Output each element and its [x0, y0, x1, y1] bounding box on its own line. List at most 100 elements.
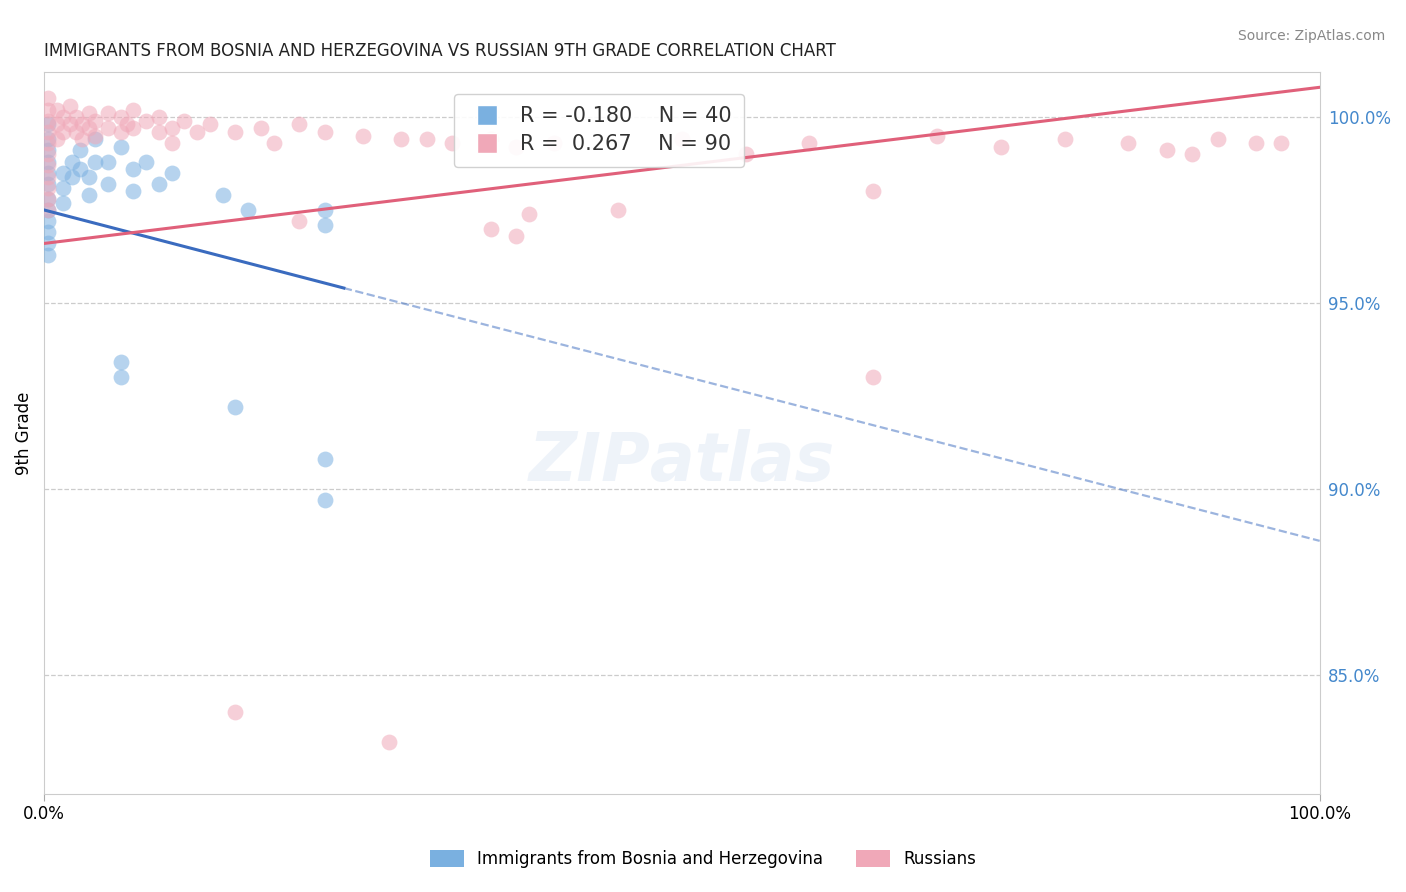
Point	[122, 121, 145, 136]
Point	[1270, 136, 1292, 150]
Point	[198, 118, 221, 132]
Point	[37, 154, 59, 169]
Point	[77, 106, 100, 120]
Text: IMMIGRANTS FROM BOSNIA AND HERZEGOVINA VS RUSSIAN 9TH GRADE CORRELATION CHART: IMMIGRANTS FROM BOSNIA AND HERZEGOVINA V…	[44, 42, 837, 60]
Point	[1206, 132, 1229, 146]
Point	[110, 355, 132, 369]
Point	[1053, 132, 1076, 146]
Point	[314, 493, 336, 508]
Point	[52, 110, 75, 124]
Point	[543, 136, 565, 150]
Point	[52, 195, 75, 210]
Point	[77, 188, 100, 202]
Point	[389, 132, 412, 146]
Point	[110, 125, 132, 139]
Point	[224, 125, 246, 139]
Point	[148, 125, 170, 139]
Point	[224, 705, 246, 719]
Point	[186, 125, 208, 139]
Point	[314, 218, 336, 232]
Point	[1181, 147, 1204, 161]
Point	[37, 247, 59, 261]
Point	[77, 121, 100, 136]
Point	[862, 185, 884, 199]
Point	[97, 106, 120, 120]
Point	[734, 147, 756, 161]
Point	[37, 202, 59, 217]
Point	[37, 136, 59, 150]
Point	[59, 99, 82, 113]
Point	[37, 132, 59, 146]
Point	[97, 154, 120, 169]
Point	[37, 91, 59, 105]
Point	[314, 125, 336, 139]
Point	[37, 166, 59, 180]
Point	[135, 113, 157, 128]
Point	[65, 110, 87, 124]
Point	[122, 185, 145, 199]
Point	[72, 118, 94, 132]
Y-axis label: 9th Grade: 9th Grade	[15, 392, 32, 475]
Point	[441, 136, 464, 150]
Point	[250, 121, 273, 136]
Point	[148, 177, 170, 191]
Point	[479, 221, 502, 235]
Point	[160, 136, 183, 150]
Point	[37, 147, 59, 161]
Point	[173, 113, 195, 128]
Point	[37, 202, 59, 217]
Point	[37, 169, 59, 184]
Point	[84, 154, 107, 169]
Point	[160, 166, 183, 180]
Point	[37, 103, 59, 117]
Point	[84, 132, 107, 146]
Legend: Immigrants from Bosnia and Herzegovina, Russians: Immigrants from Bosnia and Herzegovina, …	[423, 843, 983, 875]
Point	[505, 140, 527, 154]
Point	[122, 103, 145, 117]
Point	[799, 136, 821, 150]
Point	[671, 132, 693, 146]
Point	[77, 169, 100, 184]
Point	[110, 140, 132, 154]
Point	[1244, 136, 1267, 150]
Point	[862, 370, 884, 384]
Point	[37, 214, 59, 228]
Point	[37, 192, 59, 206]
Point	[37, 236, 59, 251]
Point	[60, 169, 83, 184]
Point	[37, 113, 59, 128]
Point	[45, 118, 67, 132]
Point	[84, 128, 107, 143]
Point	[288, 214, 311, 228]
Point	[69, 144, 91, 158]
Point	[37, 225, 59, 239]
Point	[72, 132, 94, 146]
Point	[314, 202, 336, 217]
Point	[479, 132, 502, 146]
Point	[160, 121, 183, 136]
Point	[69, 162, 91, 177]
Point	[517, 207, 540, 221]
Point	[148, 110, 170, 124]
Point	[990, 140, 1012, 154]
Point	[377, 734, 399, 748]
Point	[314, 452, 336, 467]
Point	[97, 177, 120, 191]
Point	[52, 180, 75, 194]
Text: Source: ZipAtlas.com: Source: ZipAtlas.com	[1237, 29, 1385, 43]
Text: ZIP​atlas: ZIP​atlas	[529, 429, 835, 495]
Point	[122, 162, 145, 177]
Point	[37, 177, 59, 191]
Point	[65, 125, 87, 139]
Point	[224, 400, 246, 414]
Point	[135, 154, 157, 169]
Point	[97, 121, 120, 136]
Point	[45, 132, 67, 146]
Point	[45, 103, 67, 117]
Point	[37, 118, 59, 132]
Point	[238, 202, 260, 217]
Point	[52, 125, 75, 139]
Point	[263, 136, 285, 150]
Point	[110, 370, 132, 384]
Legend: R = -0.180    N = 40, R =  0.267    N = 90: R = -0.180 N = 40, R = 0.267 N = 90	[454, 94, 744, 167]
